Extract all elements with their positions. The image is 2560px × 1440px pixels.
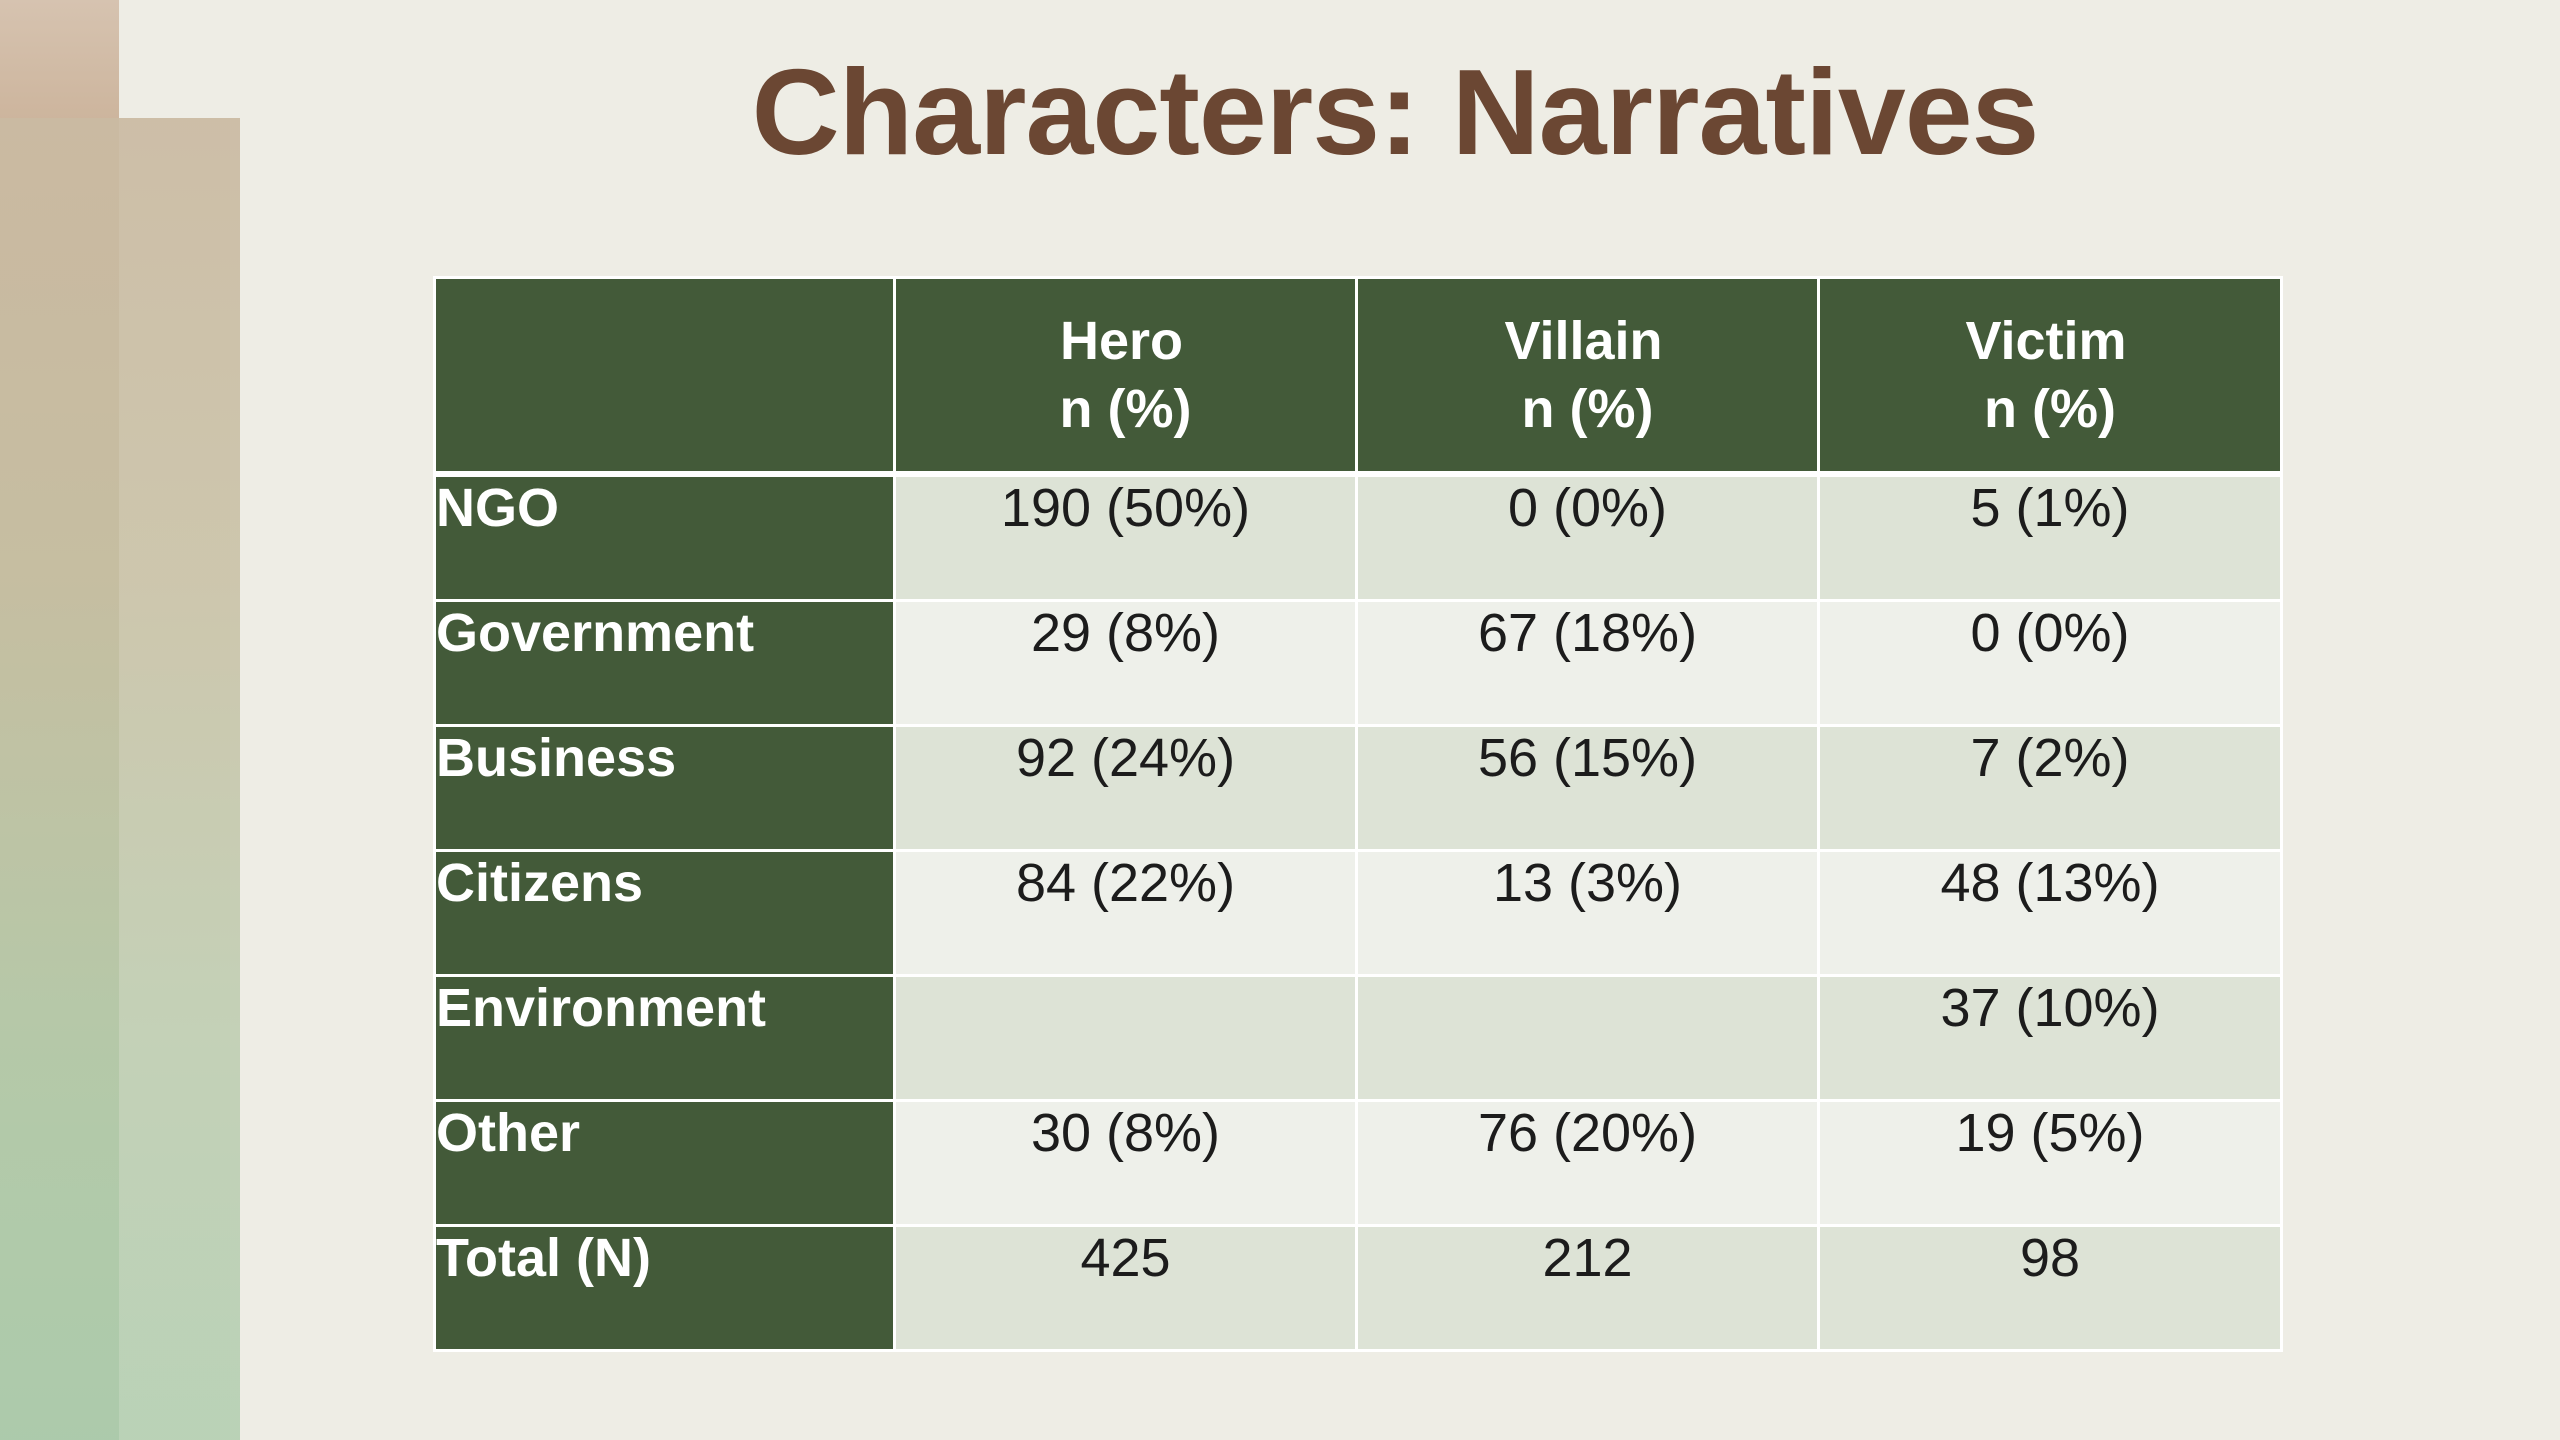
column-header-unit: n (%)	[1059, 379, 1192, 439]
column-header-hero: Hero n (%)	[893, 276, 1358, 476]
table-cell-victim: 19 (5%)	[1817, 1099, 2283, 1227]
table-cell-villain: 67 (18%)	[1355, 599, 1820, 727]
slide-title: Characters: Narratives	[751, 44, 2040, 180]
row-label: Citizens	[433, 849, 896, 977]
row-label: Business	[433, 724, 896, 852]
row-label: Other	[433, 1099, 896, 1227]
table-cell-villain	[1355, 974, 1820, 1102]
table-cell-villain: 212	[1355, 1224, 1820, 1352]
table-cell-victim: 7 (2%)	[1817, 724, 2283, 852]
row-label: Environment	[433, 974, 896, 1102]
table-cell-hero	[893, 974, 1358, 1102]
column-header-unit: n (%)	[1984, 379, 2116, 439]
table-cell-villain: 0 (0%)	[1355, 472, 1820, 602]
table-cell-hero: 29 (8%)	[893, 599, 1358, 727]
row-label: Total (N)	[433, 1224, 896, 1352]
table-row-citizens: Citizens 84 (22%) 13 (3%) 48 (13%)	[433, 849, 2283, 977]
table-cell-victim: 98	[1817, 1224, 2283, 1352]
table-cell-hero: 30 (8%)	[893, 1099, 1358, 1227]
table-row-total: Total (N) 425 212 98	[433, 1224, 2283, 1352]
table-cell-hero: 190 (50%)	[893, 472, 1358, 602]
column-header-label: Villain	[1504, 311, 1663, 371]
table-cell-hero: 425	[893, 1224, 1358, 1352]
column-header-unit: n (%)	[1521, 379, 1654, 439]
decorative-strip-front	[0, 118, 240, 1440]
column-header-label: Hero	[1059, 311, 1184, 371]
table-cell-villain: 56 (15%)	[1355, 724, 1820, 852]
row-label: NGO	[433, 472, 896, 602]
table-cell-victim: 5 (1%)	[1817, 472, 2283, 602]
column-header-label: Victim	[1965, 311, 2127, 371]
table-row-ngo: NGO 190 (50%) 0 (0%) 5 (1%)	[433, 472, 2283, 602]
table-cell-victim: 48 (13%)	[1817, 849, 2283, 977]
table-cell-victim: 37 (10%)	[1817, 974, 2283, 1102]
table-cell-villain: 76 (20%)	[1355, 1099, 1820, 1227]
table-row-environment: Environment 37 (10%)	[433, 974, 2283, 1102]
table-row-other: Other 30 (8%) 76 (20%) 19 (5%)	[433, 1099, 2283, 1227]
column-header-villain: Villain n (%)	[1355, 276, 1820, 476]
narratives-table: Hero n (%) Villain n (%) Victim n (%) NG…	[433, 276, 2283, 1352]
row-label: Government	[433, 599, 896, 727]
header-corner-cell	[433, 276, 896, 476]
table-cell-hero: 84 (22%)	[893, 849, 1358, 977]
table-cell-victim: 0 (0%)	[1817, 599, 2283, 727]
table-header-row: Hero n (%) Villain n (%) Victim n (%)	[433, 276, 2283, 476]
column-header-victim: Victim n (%)	[1817, 276, 2283, 476]
table-cell-villain: 13 (3%)	[1355, 849, 1820, 977]
table-row-government: Government 29 (8%) 67 (18%) 0 (0%)	[433, 599, 2283, 727]
table-cell-hero: 92 (24%)	[893, 724, 1358, 852]
table-row-business: Business 92 (24%) 56 (15%) 7 (2%)	[433, 724, 2283, 852]
